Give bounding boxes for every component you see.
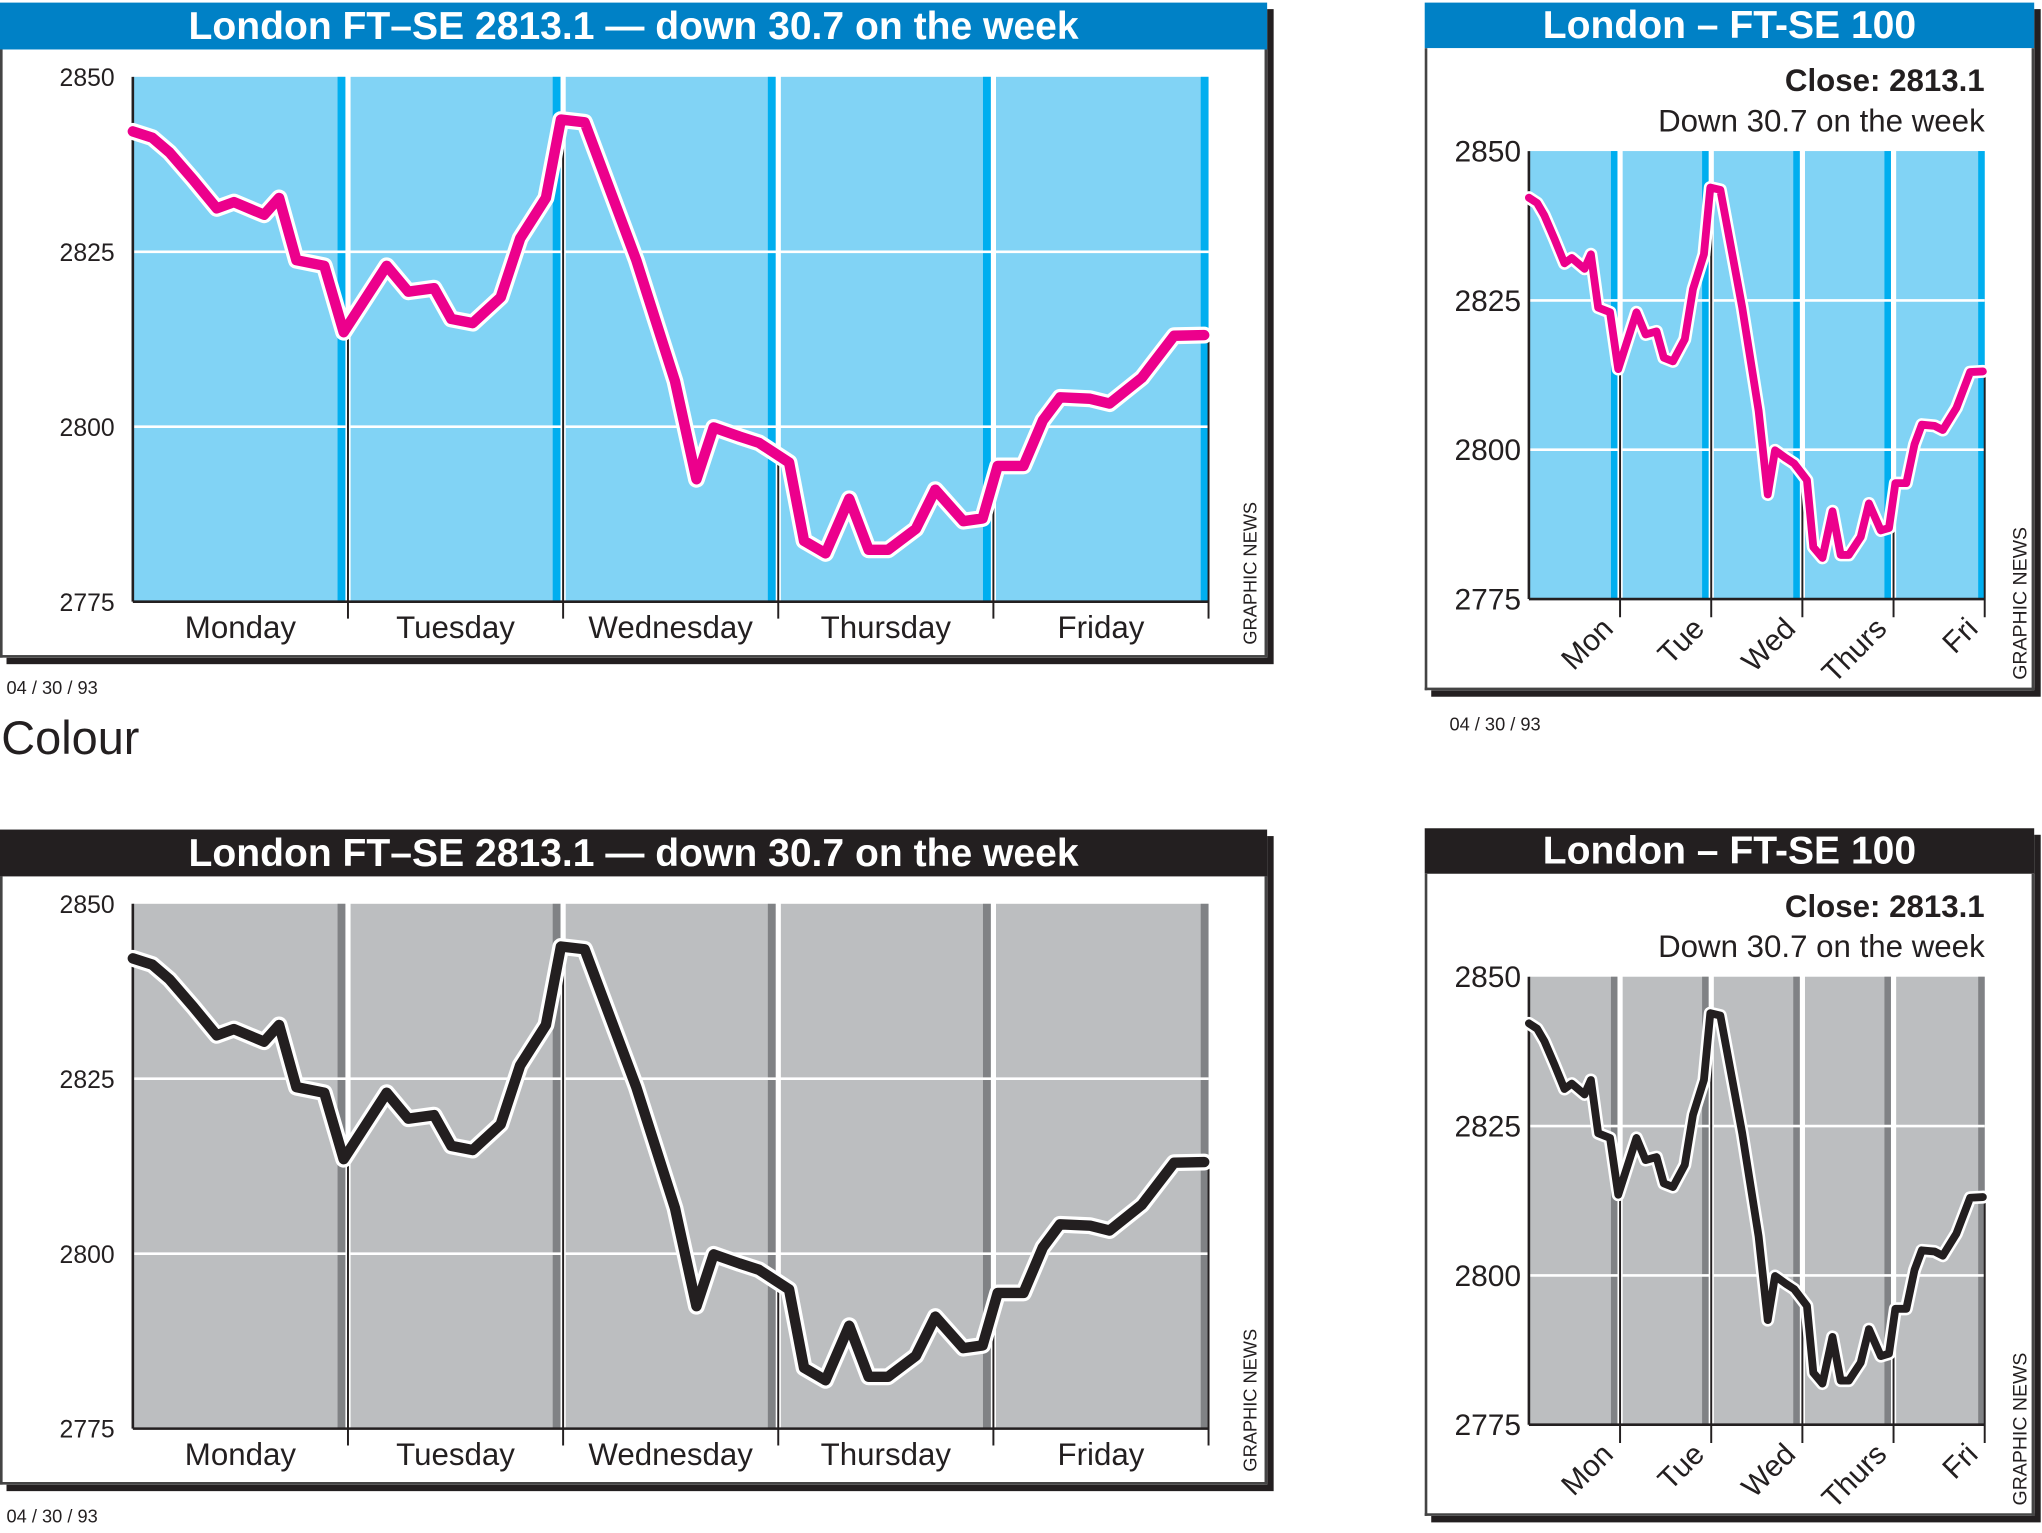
close-value: Close: 2813.1: [1785, 63, 1985, 98]
x-tick-label: Friday: [1058, 1437, 1145, 1472]
y-tick-label: 2800: [60, 1242, 115, 1269]
x-tick-label: Friday: [1058, 610, 1145, 645]
x-tick-label: Monday: [185, 610, 297, 645]
x-tick-label: Tue: [1652, 612, 1711, 671]
y-tick-label: 2850: [60, 65, 115, 92]
y-tick-label: 2800: [60, 415, 115, 442]
y-tick-label: 2825: [1454, 285, 1521, 318]
day-column-edge: [1884, 976, 1891, 1425]
x-tick-label: Wed: [1736, 1438, 1802, 1504]
x-tick-label: Fri: [1936, 1438, 1984, 1486]
day-column-edge: [552, 903, 561, 1429]
day-column-bg: [350, 903, 561, 1429]
day-column-edge: [1610, 151, 1618, 600]
day-column-bg: [132, 76, 346, 602]
day-column-edge: [1702, 976, 1709, 1425]
y-tick-label: 2825: [1454, 1110, 1521, 1143]
week-change: Down 30.7 on the week: [1658, 104, 1985, 139]
y-tick-label: 2775: [60, 590, 115, 617]
day-column-edge: [982, 76, 991, 602]
day-column-bg: [132, 903, 346, 1429]
close-value: Close: 2813.1: [1785, 889, 1985, 924]
x-tick-label: Wed: [1736, 612, 1802, 678]
day-column-edge: [767, 903, 776, 1429]
y-tick-label: 2825: [60, 1067, 115, 1094]
chart-title: London – FT-SE 100: [1424, 2, 2035, 49]
series-line: [1524, 183, 1987, 562]
y-tick-label: 2800: [1454, 1260, 1521, 1293]
day-column-edge: [982, 903, 991, 1429]
day-column-edge: [1610, 976, 1618, 1425]
date-stamp: 04 / 30 / 93: [6, 677, 98, 699]
x-tick-label: Monday: [185, 1437, 297, 1472]
day-column-edge: [1793, 151, 1800, 600]
series-line: [127, 941, 1210, 1386]
credit-label: GRAPHIC NEWS: [1240, 502, 1261, 645]
chart-title: London FT–SE 2813.1 — down 30.7 on the w…: [0, 829, 1268, 877]
colour-compact-chart-panel: London – FT-SE 100 2850 2825 2800 2775 Mon Tu…: [1424, 2, 2035, 691]
line-chart: 2850 2825 2800 2775 Monday Tuesday Wednesday Th…: [60, 892, 1261, 1472]
section-label: Colour: [1, 711, 140, 765]
y-tick-label: 2775: [1454, 1409, 1521, 1442]
day-column-edge: [1884, 151, 1891, 600]
day-column-edge: [552, 76, 561, 602]
y-tick-label: 2850: [1454, 961, 1521, 994]
line-chart: 2850 2825 2800 2775 Mon Tue Wed Thurs Fri GRAPHIC…: [1454, 889, 2031, 1515]
x-tick-label: Tuesday: [396, 610, 515, 645]
series-line: [1524, 1009, 1987, 1388]
x-tick-label: Fri: [1936, 612, 1984, 660]
day-column-bg: [350, 76, 561, 602]
day-column-bg: [1622, 976, 1709, 1425]
series-line: [127, 114, 1210, 559]
y-tick-label: 2825: [60, 240, 115, 267]
y-tick-label: 2800: [1454, 434, 1521, 467]
x-tick-label: Tue: [1652, 1438, 1711, 1497]
x-tick-label: Mon: [1555, 1438, 1620, 1503]
x-tick-label: Thurs: [1816, 1438, 1893, 1515]
y-tick-label: 2775: [60, 1417, 115, 1444]
y-tick-label: 2850: [1454, 135, 1521, 168]
line-chart: 2850 2825 2800 2775 Mon Tue Wed Thurs Fri GRAPHIC…: [1454, 63, 2031, 689]
day-column-bg: [1622, 151, 1709, 600]
day-column-edge: [1793, 976, 1800, 1425]
x-tick-label: Thursday: [821, 610, 952, 645]
line-chart: 2850 2825 2800 2775 Monday Tuesday Wednesday Th…: [60, 65, 1261, 645]
date-stamp: 04 / 30 / 93: [6, 1505, 98, 1527]
credit-label: GRAPHIC NEWS: [2009, 527, 2031, 680]
credit-label: GRAPHIC NEWS: [2009, 1353, 2031, 1506]
day-column-edge: [767, 76, 776, 602]
day-column-edge: [1702, 151, 1709, 600]
credit-label: GRAPHIC NEWS: [1240, 1329, 1261, 1472]
y-tick-label: 2775: [1454, 583, 1521, 616]
x-tick-label: Tuesday: [396, 1437, 515, 1472]
x-tick-label: Thurs: [1816, 612, 1893, 689]
x-tick-label: Mon: [1555, 612, 1620, 677]
date-stamp: 04 / 30 / 93: [1449, 713, 1541, 735]
x-tick-label: Thursday: [821, 1437, 952, 1472]
y-tick-label: 2850: [60, 892, 115, 919]
chart-title: London FT–SE 2813.1 — down 30.7 on the w…: [0, 2, 1268, 50]
colour-weekly-chart-panel: London FT–SE 2813.1 — down 30.7 on the w…: [0, 2, 1268, 658]
x-tick-label: Wednesday: [588, 1437, 753, 1472]
chart-title: London – FT-SE 100: [1424, 828, 2035, 874]
mono-compact-chart-panel: London – FT-SE 100 2850 2825 2800 2775 Mon Tu…: [1424, 828, 2035, 1516]
week-change: Down 30.7 on the week: [1658, 929, 1985, 964]
x-tick-label: Wednesday: [588, 610, 753, 645]
mono-weekly-chart-panel: London FT–SE 2813.1 — down 30.7 on the w…: [0, 829, 1268, 1485]
